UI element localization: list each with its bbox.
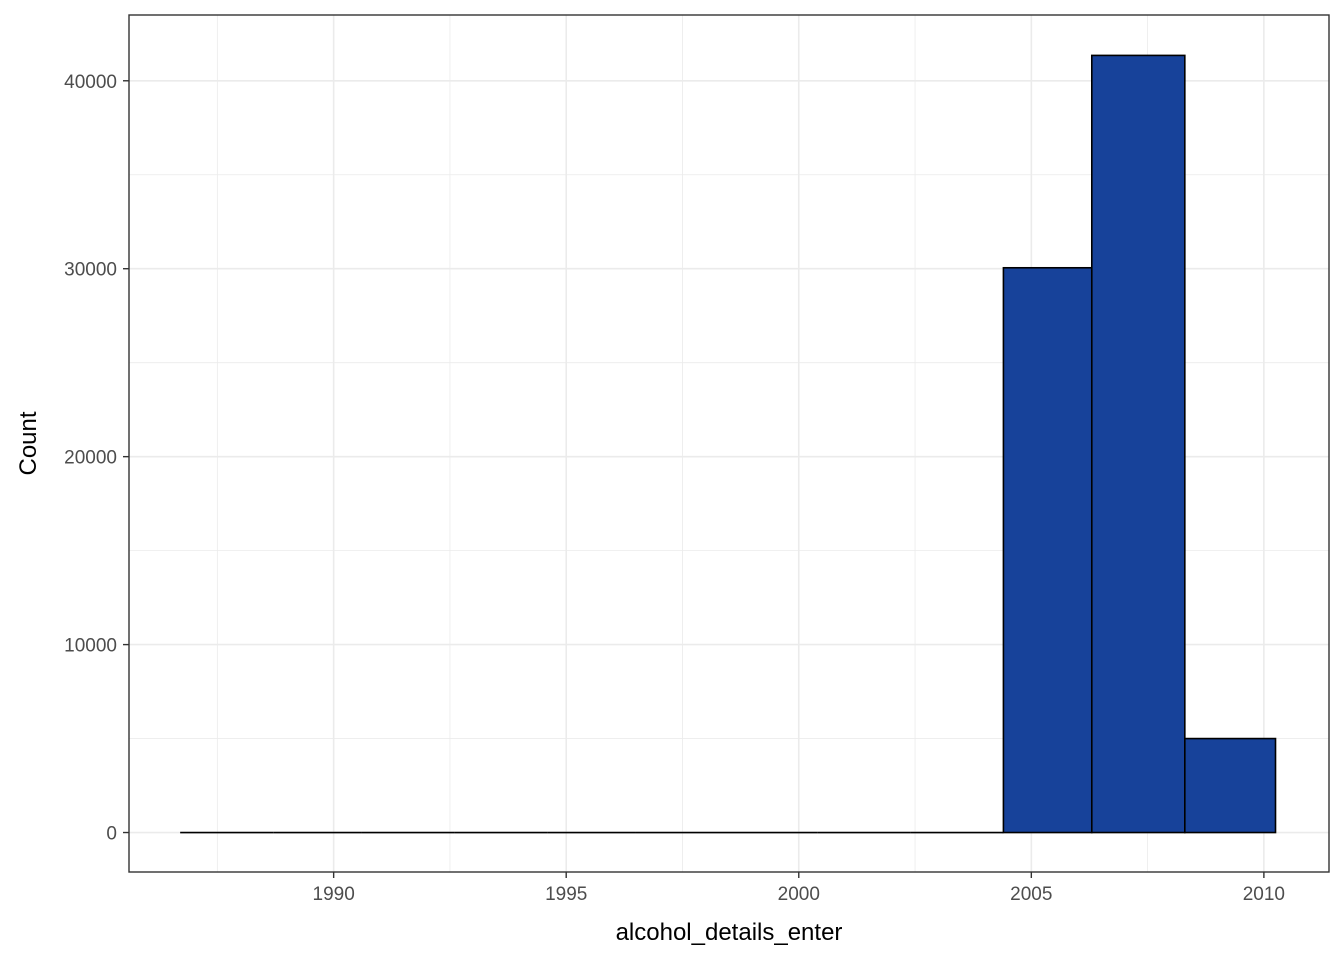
x-tick-label: 2010 xyxy=(1243,884,1285,905)
y-tick-label: 20000 xyxy=(64,448,117,469)
tick-labels-layer: 1990 1995 2000 2005 2010 0 10000 20000 30000 4000… xyxy=(64,72,1285,905)
y-tick-label: 10000 xyxy=(64,636,117,657)
x-tick-label: 2000 xyxy=(778,884,820,905)
y-axis-title: Count xyxy=(15,411,42,475)
y-tick-label: 0 xyxy=(106,824,117,845)
y-tick-label: 40000 xyxy=(64,72,117,93)
x-tick-label: 1995 xyxy=(545,884,587,905)
histogram-bar xyxy=(1002,266,1093,834)
y-tick-label: 30000 xyxy=(64,260,117,281)
histogram-bar xyxy=(1090,54,1186,834)
x-tick-label: 2005 xyxy=(1010,884,1052,905)
x-axis-title: alcohol_details_enter xyxy=(616,919,843,946)
axis-ticks-layer xyxy=(123,80,1265,878)
x-tick-label: 1990 xyxy=(313,884,355,905)
bars-layer xyxy=(180,54,1277,834)
histogram-bar xyxy=(1184,737,1277,834)
panel-border xyxy=(128,14,1330,873)
